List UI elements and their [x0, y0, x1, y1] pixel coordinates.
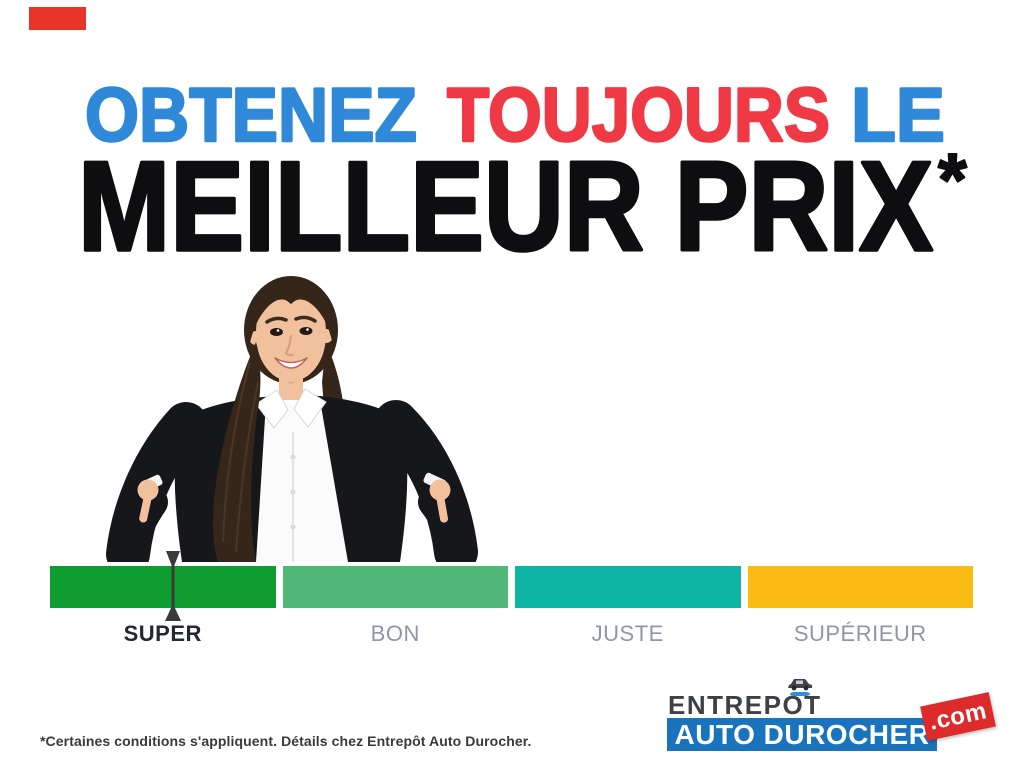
footnote-asterisk: * [938, 138, 967, 221]
disclaimer-text: *Certaines conditions s'appliquent. Déta… [40, 733, 532, 749]
logo-blue-bar: AUTO DUROCHER [667, 718, 937, 751]
logo-dotcom-badge: .com [920, 692, 996, 741]
headline-word-le: LE [851, 73, 945, 158]
gauge-label-juste: JUSTE [591, 621, 664, 646]
gauge-segment-bon [282, 566, 508, 608]
logo-blue-accent [790, 692, 810, 696]
corner-red-mark [29, 7, 86, 30]
hero-left-hand [137, 474, 163, 523]
logo-dotcom-text: .com [926, 696, 990, 736]
gauge-label-super: SUPER [123, 621, 202, 646]
gauge-segment-juste [515, 566, 741, 608]
logo-auto-durocher-text: AUTO DUROCHER [674, 718, 930, 750]
headline-line2: MEILLEUR PRIX [78, 135, 933, 275]
hero-ponytail [212, 342, 261, 562]
gauge-segment-superieur [747, 566, 973, 608]
logo-entrepot-auto-durocher: ENTREPOT AUTO DUROCHER .com [660, 672, 1020, 764]
headline: OBTENEZ TOUJOURS LE MEILLEUR PRIX * [76, 72, 968, 275]
gauge-label-bon: BON [370, 621, 420, 646]
car-icon [788, 679, 812, 691]
gauge-segment-super [50, 566, 276, 608]
gauge-needle [165, 551, 181, 621]
hero-face [248, 282, 334, 382]
woman-pointing-down-image [106, 276, 478, 562]
headline-word-obtenez: OBTENEZ [85, 73, 417, 158]
price-gauge [50, 566, 973, 608]
gauge-label-superieur: SUPÉRIEUR [793, 621, 927, 646]
headline-word-toujours: TOUJOURS [447, 73, 830, 158]
hero-right-hand [423, 472, 451, 523]
hero-shirt [255, 388, 348, 562]
gauge-labels: SUPER BON JUSTE SUPÉRIEUR [50, 621, 973, 647]
logo-entrepot-text: ENTREPOT [668, 690, 822, 720]
